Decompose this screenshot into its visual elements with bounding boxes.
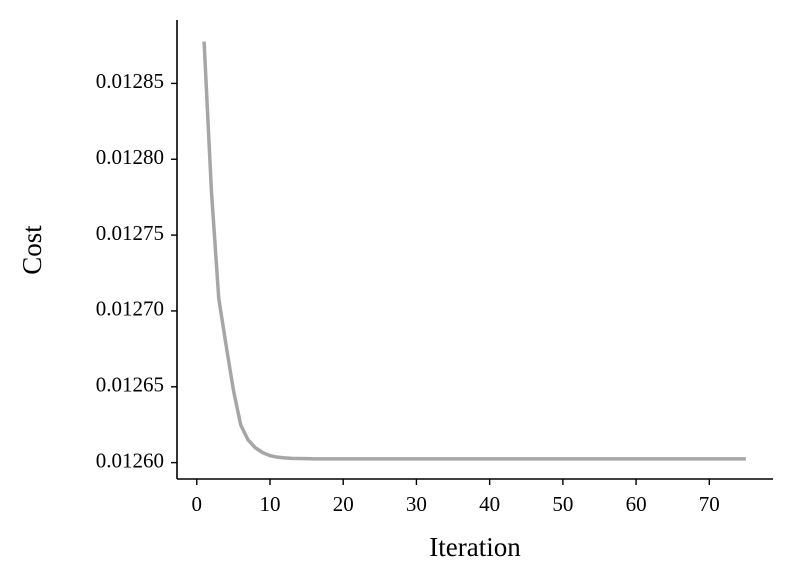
y-tick-label: 0.01275 [96, 221, 164, 245]
y-tick-label: 0.01270 [96, 297, 164, 321]
x-tick-label: 30 [406, 492, 427, 516]
x-tick-label: 40 [479, 492, 500, 516]
y-tick-label: 0.01260 [96, 448, 164, 472]
x-tick-label: 20 [333, 492, 354, 516]
line [202, 41, 746, 461]
x-tick-label: 70 [699, 492, 720, 516]
x-tick-label: 50 [552, 492, 573, 516]
x-tick-label: 60 [626, 492, 647, 516]
y-tick-label: 0.01280 [96, 145, 164, 169]
x-tick-label: 10 [259, 492, 280, 516]
y-axis-title: Cost [17, 225, 47, 275]
y-tick-label: 0.01285 [96, 69, 164, 93]
x-axis-title: Iteration [429, 532, 521, 562]
x-tick-label: 0 [192, 492, 203, 516]
y-tick-label: 0.01265 [96, 373, 164, 397]
